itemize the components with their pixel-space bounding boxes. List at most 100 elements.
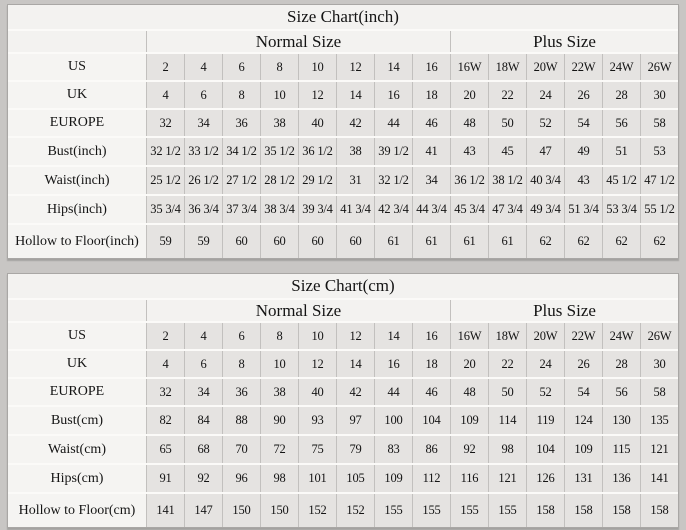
size-value-cell: 50 (488, 110, 526, 136)
size-value-cell: 158 (564, 494, 602, 527)
size-value-cell: 43 (450, 138, 488, 165)
size-value-cell: 20W (526, 54, 564, 80)
size-value-cell: 92 (450, 436, 488, 463)
row-label: US (8, 54, 146, 80)
size-value-cell: 158 (602, 494, 640, 527)
size-value-cell: 158 (526, 494, 564, 527)
size-value-cell: 28 (602, 82, 640, 108)
size-value-cell: 45 (488, 138, 526, 165)
size-value-cell: 115 (602, 436, 640, 463)
row-label: Waist(inch) (8, 167, 146, 194)
size-value-cell: 20W (526, 323, 564, 349)
size-value-cell: 34 (184, 379, 222, 405)
size-value-cell: 32 (146, 379, 184, 405)
size-value-cell: 6 (222, 323, 260, 349)
size-value-cell: 2 (146, 54, 184, 80)
size-value-cell: 75 (298, 436, 336, 463)
size-value-cell: 79 (336, 436, 374, 463)
size-value-cell: 61 (488, 225, 526, 258)
size-value-cell: 155 (450, 494, 488, 527)
size-value-cell: 124 (564, 407, 602, 434)
size-value-cell: 6 (184, 351, 222, 377)
size-value-cell: 49 3/4 (526, 196, 564, 223)
size-value-cell: 58 (640, 110, 678, 136)
row-label: EUROPE (8, 379, 146, 405)
size-value-cell: 48 (450, 110, 488, 136)
size-value-cell: 62 (640, 225, 678, 258)
size-value-cell: 8 (222, 82, 260, 108)
size-value-cell: 88 (222, 407, 260, 434)
size-value-cell: 51 3/4 (564, 196, 602, 223)
size-value-cell: 54 (564, 379, 602, 405)
size-value-cell: 24 (526, 82, 564, 108)
size-value-cell: 150 (260, 494, 298, 527)
size-value-cell: 61 (374, 225, 412, 258)
normal-size-header: Normal Size (146, 300, 450, 321)
size-value-cell: 58 (640, 379, 678, 405)
size-value-cell: 22W (564, 54, 602, 80)
size-value-cell: 96 (222, 465, 260, 492)
size-value-cell: 55 1/2 (640, 196, 678, 223)
size-value-cell: 45 3/4 (450, 196, 488, 223)
size-value-cell: 47 (526, 138, 564, 165)
size-value-cell: 2 (146, 323, 184, 349)
size-value-cell: 26 1/2 (184, 167, 222, 194)
size-value-cell: 8 (222, 351, 260, 377)
row-label: Bust(inch) (8, 138, 146, 165)
size-value-cell: 44 3/4 (412, 196, 450, 223)
table-title: Size Chart(inch) (8, 5, 678, 29)
size-value-cell: 68 (184, 436, 222, 463)
size-value-cell: 14 (336, 351, 374, 377)
plus-size-header: Plus Size (450, 300, 678, 321)
size-value-cell: 91 (146, 465, 184, 492)
size-value-cell: 8 (260, 323, 298, 349)
size-value-cell: 109 (374, 465, 412, 492)
size-value-cell: 105 (336, 465, 374, 492)
size-value-cell: 18 (412, 82, 450, 108)
row-label: Hollow to Floor(inch) (8, 225, 146, 258)
size-value-cell: 158 (640, 494, 678, 527)
size-value-cell: 16 (412, 54, 450, 80)
size-value-cell: 53 (640, 138, 678, 165)
size-value-cell: 65 (146, 436, 184, 463)
row-label: Waist(cm) (8, 436, 146, 463)
size-value-cell: 20 (450, 351, 488, 377)
size-value-cell: 35 3/4 (146, 196, 184, 223)
size-value-cell: 109 (564, 436, 602, 463)
size-value-cell: 22 (488, 351, 526, 377)
size-value-cell: 135 (640, 407, 678, 434)
size-chart-table-inch: Size Chart(inch) Normal Size Plus Size US 2 4… (7, 4, 679, 259)
size-value-cell: 25 1/2 (146, 167, 184, 194)
size-value-cell: 31 (336, 167, 374, 194)
size-value-cell: 32 1/2 (146, 138, 184, 165)
size-value-cell: 4 (146, 82, 184, 108)
size-value-cell: 37 3/4 (222, 196, 260, 223)
size-value-cell: 36 1/2 (450, 167, 488, 194)
size-value-cell: 60 (298, 225, 336, 258)
size-value-cell: 93 (298, 407, 336, 434)
size-value-cell: 14 (374, 323, 412, 349)
size-value-cell: 62 (526, 225, 564, 258)
row-label: UK (8, 351, 146, 377)
size-value-cell: 86 (412, 436, 450, 463)
size-value-cell: 16 (374, 351, 412, 377)
size-value-cell: 121 (488, 465, 526, 492)
row-label: US (8, 323, 146, 349)
size-value-cell: 49 (564, 138, 602, 165)
size-value-cell: 8 (260, 54, 298, 80)
size-value-cell: 44 (374, 110, 412, 136)
size-value-cell: 90 (260, 407, 298, 434)
size-value-cell: 109 (450, 407, 488, 434)
size-value-cell: 62 (602, 225, 640, 258)
size-value-cell: 29 1/2 (298, 167, 336, 194)
size-value-cell: 56 (602, 110, 640, 136)
size-value-cell: 27 1/2 (222, 167, 260, 194)
size-value-cell: 26 (564, 351, 602, 377)
size-value-cell: 34 1/2 (222, 138, 260, 165)
size-value-cell: 4 (184, 323, 222, 349)
size-value-cell: 98 (260, 465, 298, 492)
normal-size-header: Normal Size (146, 31, 450, 52)
size-value-cell: 16W (450, 323, 488, 349)
row-label: Hips(cm) (8, 465, 146, 492)
size-value-cell: 14 (374, 54, 412, 80)
